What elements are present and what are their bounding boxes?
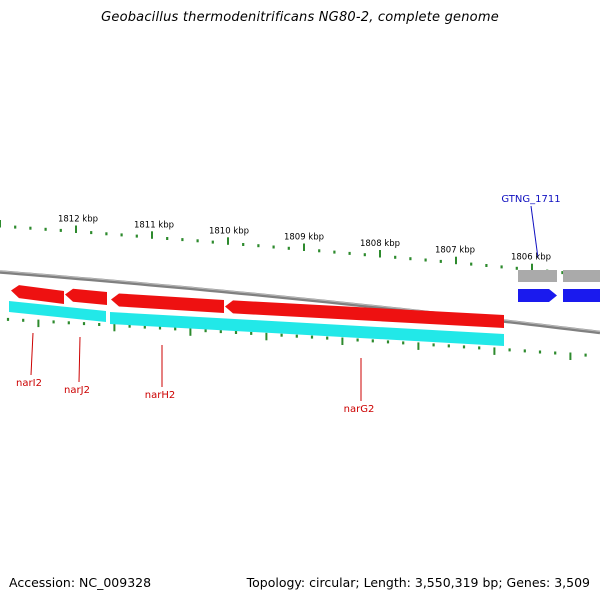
gene-label-narG2: narG2 [344,404,375,415]
scale-label: 1806 kbp [511,253,551,263]
upper-tick-track [0,220,594,277]
gene-label-narH2: narH2 [145,390,175,401]
scale-label: 1807 kbp [435,246,475,256]
leader-line-GTNG_1711 [530,205,539,259]
gene-shadow-GTNG_1711 [518,270,557,282]
scale-label: 1808 kbp [360,239,400,249]
gene-label-GTNG_1711: GTNG_1711 [501,194,560,205]
gene-label-narJ2: narJ2 [64,385,90,396]
genome-title: Geobacillus thermodenitrificans NG80-2, … [101,10,499,25]
gene-arrow-narI2 [11,285,64,304]
gene-arrow-narH2 [111,293,224,313]
gene-track [9,270,600,346]
topology-text: Topology: circular; Length: 3,550,319 bp… [246,575,590,590]
gene-arrow-next [563,289,600,302]
gene-arrow-narJ2 [65,288,107,305]
gene-labels: narI2 narJ2 narH2 narG2 GTNG_1711 [16,194,561,415]
scale-label: 1809 kbp [284,233,324,243]
scale-label: 1812 kbp [58,215,98,225]
accession-text: Accession: NC_009328 [9,575,152,590]
scale-label: 1810 kbp [209,226,249,236]
gene-shadow-narI2 [9,301,106,322]
scale-label: 1811 kbp [134,220,174,230]
lower-tick-track [6,317,587,360]
gene-shadow-narH2-narG2 [110,312,504,346]
gene-arrow-narG2 [225,300,504,328]
gene-shadow-next [563,270,600,282]
leader-line-narJ2 [78,336,81,383]
scale-labels: 1812 kbp 1811 kbp 1810 kbp 1809 kbp 1808 kbp… [58,215,551,263]
gene-label-narI2: narI2 [16,378,42,389]
leader-line-narI2 [30,332,34,376]
gene-arrow-GTNG_1711 [518,289,557,302]
